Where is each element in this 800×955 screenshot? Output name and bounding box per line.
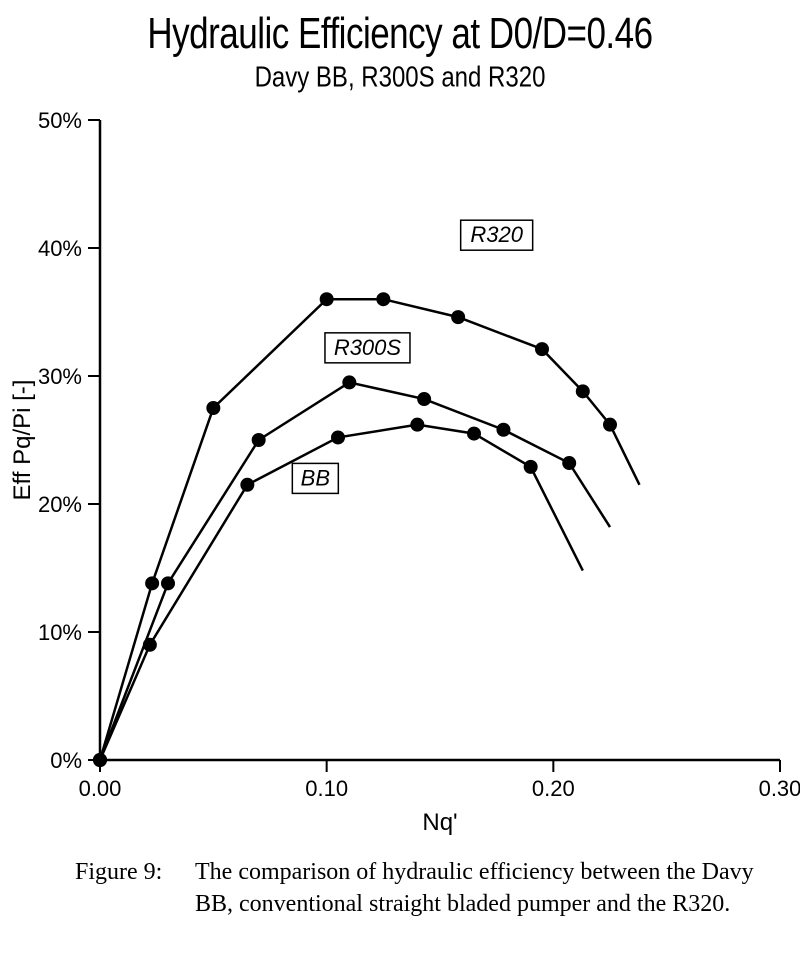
- data-marker: [524, 460, 538, 474]
- series-line-BB: [100, 425, 583, 760]
- data-marker: [161, 576, 175, 590]
- efficiency-chart: 0% 10% 20% 30% 40% 50% 0.00 0.10 0.20 0.30 Nq' Eff …: [0, 100, 800, 850]
- x-tick-label: 0.20: [532, 776, 575, 801]
- data-marker: [145, 576, 159, 590]
- x-tick-label: 0.10: [305, 776, 348, 801]
- data-marker: [320, 292, 334, 306]
- series-label-BB: BB: [301, 465, 330, 490]
- y-tick-label: 50%: [38, 108, 82, 133]
- chart-container: 0% 10% 20% 30% 40% 50% 0.00 0.10 0.20 0.30 Nq' Eff …: [0, 100, 800, 850]
- data-marker: [206, 401, 220, 415]
- data-marker: [562, 456, 576, 470]
- data-marker: [535, 342, 549, 356]
- data-marker: [496, 423, 510, 437]
- figure-caption-text: The comparison of hydraulic efficiency b…: [195, 856, 780, 921]
- data-marker: [603, 418, 617, 432]
- chart-title: Hydraulic Efficiency at D0/D=0.46: [0, 9, 800, 59]
- series-label-R300S: R300S: [334, 335, 402, 360]
- y-tick-label: 30%: [38, 364, 82, 389]
- title-block: Hydraulic Efficiency at D0/D=0.46 Davy B…: [0, 0, 800, 92]
- series-label-R320: R320: [470, 222, 523, 247]
- series-line-R320: [100, 299, 639, 760]
- data-marker: [410, 418, 424, 432]
- figure-caption: Figure 9: The comparison of hydraulic ef…: [0, 850, 800, 933]
- y-tick-label: 0%: [50, 748, 82, 773]
- data-marker: [143, 638, 157, 652]
- chart-subtitle: Davy BB, R300S and R320: [0, 61, 800, 95]
- x-axis-label: Nq': [422, 809, 457, 836]
- y-tick-label: 40%: [38, 236, 82, 261]
- figure-label: Figure 9:: [75, 856, 195, 921]
- data-marker: [252, 433, 266, 447]
- y-tick-label: 10%: [38, 620, 82, 645]
- data-marker: [240, 478, 254, 492]
- data-marker: [417, 392, 431, 406]
- x-tick-label: 0.30: [759, 776, 800, 801]
- data-marker: [576, 384, 590, 398]
- x-tick-label: 0.00: [79, 776, 122, 801]
- y-axis-label: Eff Pq/Pi [-]: [9, 380, 36, 501]
- data-marker: [93, 753, 107, 767]
- data-marker: [467, 427, 481, 441]
- series-line-R300S: [100, 382, 610, 760]
- data-marker: [342, 375, 356, 389]
- data-marker: [451, 310, 465, 324]
- y-tick-label: 20%: [38, 492, 82, 517]
- data-marker: [376, 292, 390, 306]
- data-marker: [331, 430, 345, 444]
